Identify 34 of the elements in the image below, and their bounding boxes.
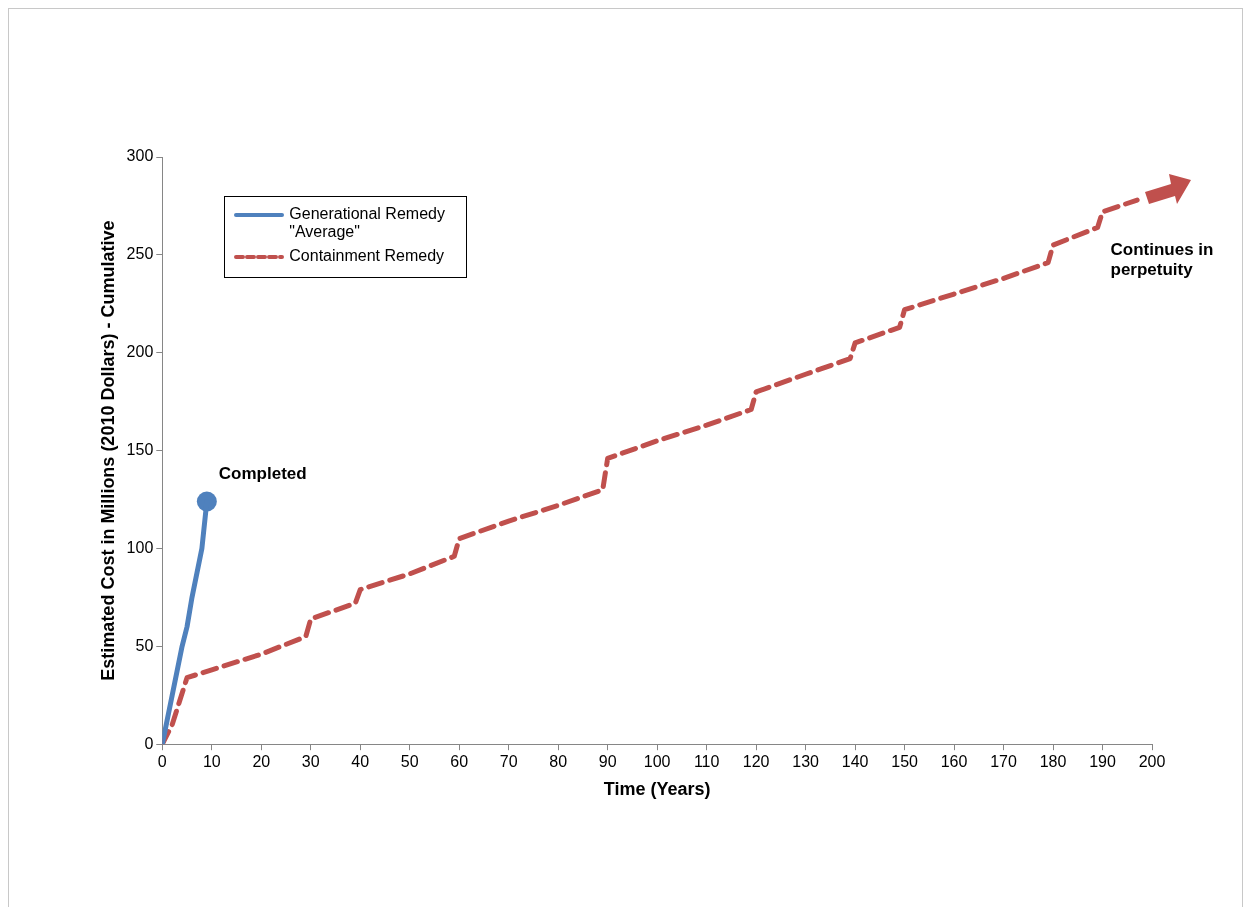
- x-tick-label: 140: [841, 753, 869, 771]
- x-tick-label: 200: [1138, 753, 1166, 771]
- legend-label: Generational Remedy "Average": [289, 205, 446, 241]
- x-tick-label: 180: [1039, 753, 1067, 771]
- x-tick-label: 10: [202, 753, 221, 771]
- y-tick-label: 50: [135, 636, 154, 654]
- annotation: Continues in perpetuity: [1110, 239, 1214, 279]
- y-tick-label: 0: [144, 734, 154, 752]
- x-tick-label: 100: [643, 753, 671, 771]
- y-axis-title: Estimated Cost in Millions (2010 Dollars) - Cumulative: [97, 220, 118, 681]
- x-tick-label: 170: [990, 753, 1017, 771]
- x-tick-label: 0: [157, 753, 167, 771]
- x-tick-label: 30: [301, 753, 320, 771]
- x-tick-label: 90: [598, 753, 617, 771]
- x-tick-label: 60: [450, 753, 469, 771]
- y-tick-label: 250: [126, 245, 154, 263]
- y-tick-label: 200: [126, 343, 154, 361]
- x-tick-label: 130: [792, 753, 820, 771]
- annotation: Completed: [218, 463, 307, 483]
- x-tick-label: 50: [400, 753, 419, 771]
- x-tick-label: 190: [1089, 753, 1116, 771]
- y-tick-label: 150: [126, 441, 154, 459]
- legend-label: Containment Remedy: [289, 247, 445, 265]
- x-tick-label: 20: [252, 753, 271, 771]
- x-tick-label: 110: [693, 753, 720, 771]
- x-tick-label: 70: [499, 753, 518, 771]
- x-tick-label: 40: [351, 753, 370, 771]
- x-tick-label: 160: [940, 753, 968, 771]
- y-tick-label: 100: [126, 538, 154, 556]
- x-tick-label: 150: [891, 753, 919, 771]
- x-tick-label: 80: [549, 753, 568, 771]
- x-axis-title: Time (Years): [603, 779, 711, 800]
- y-tick-label: 300: [126, 147, 154, 165]
- x-tick-label: 120: [742, 753, 770, 771]
